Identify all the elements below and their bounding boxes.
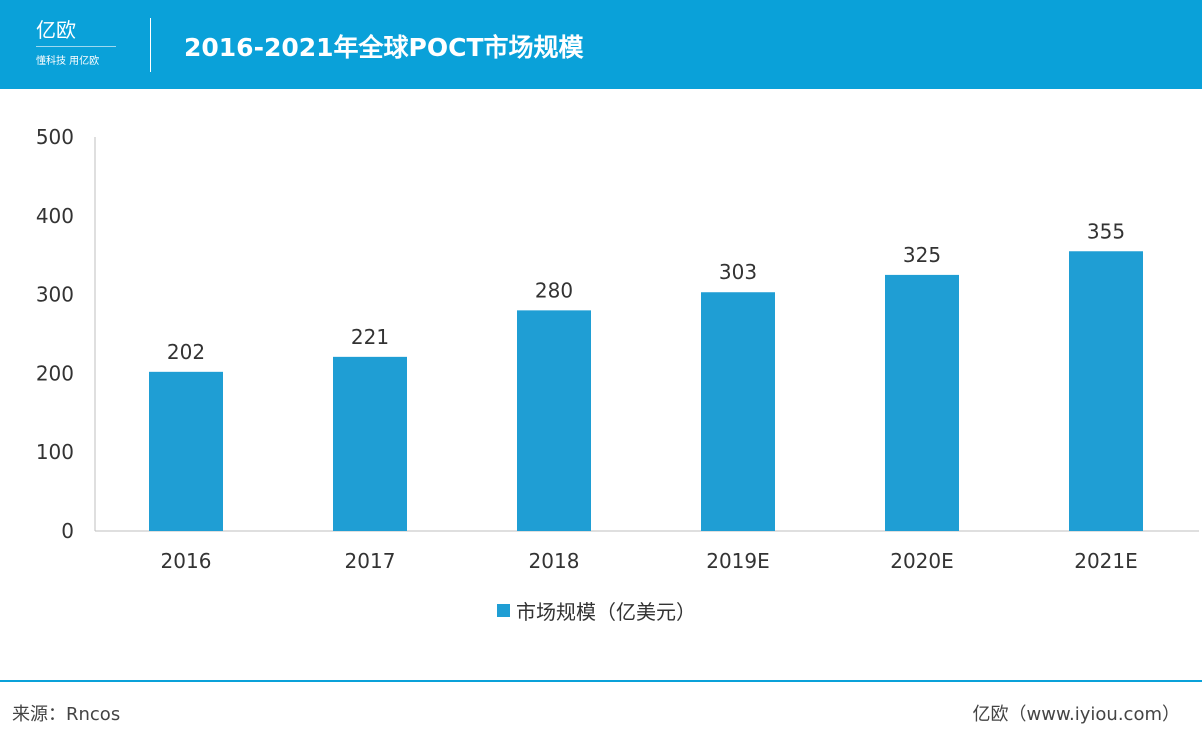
x-tick-label: 2017	[345, 549, 396, 573]
bar-2021E	[1069, 251, 1143, 531]
bar-2019E	[701, 292, 775, 531]
chart-title: 2016-2021年全球POCT市场规模	[184, 33, 584, 62]
bar-2017	[333, 356, 407, 531]
logo-tagline: 懂科技 用亿欧	[36, 56, 100, 67]
data-label: 303	[719, 260, 757, 284]
bar-2016	[149, 371, 223, 531]
bar-2020E	[885, 274, 959, 531]
data-label: 280	[535, 278, 573, 302]
data-label: 202	[167, 340, 205, 364]
x-tick-label: 2018	[529, 549, 580, 573]
y-tick-label: 400	[36, 204, 74, 228]
legend-label: 市场规模（亿美元）	[516, 600, 696, 624]
legend-swatch	[497, 604, 510, 617]
logo-divider	[36, 46, 116, 47]
x-tick-label: 2019E	[706, 549, 770, 573]
bar-2018	[517, 310, 591, 531]
logo: 亿欧 懂科技 用亿欧	[36, 14, 126, 74]
y-tick-label: 100	[36, 440, 74, 464]
y-tick-label: 200	[36, 361, 74, 385]
legend: 市场规模（亿美元）	[497, 596, 696, 625]
y-tick-label: 300	[36, 283, 74, 307]
credit-text: 亿欧（www.iyiou.com）	[972, 704, 1180, 725]
header: 亿欧 懂科技 用亿欧 2016-2021年全球POCT市场规模	[0, 0, 1202, 89]
data-label: 355	[1087, 219, 1125, 243]
header-separator	[150, 18, 151, 72]
x-tick-label: 2021E	[1074, 549, 1138, 573]
y-tick-label: 500	[36, 125, 74, 149]
source-text: 来源：Rncos	[12, 704, 121, 725]
footer-divider	[0, 680, 1202, 682]
data-label: 325	[903, 243, 941, 267]
x-tick-label: 2016	[161, 549, 212, 573]
logo-text: 亿欧	[36, 18, 76, 42]
data-label: 221	[351, 325, 389, 349]
x-tick-label: 2020E	[890, 549, 954, 573]
y-tick-label: 0	[61, 519, 74, 543]
